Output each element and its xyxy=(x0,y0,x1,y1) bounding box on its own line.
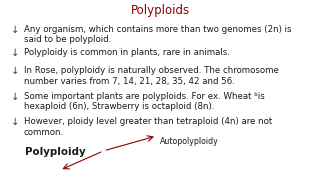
Text: ↓: ↓ xyxy=(11,92,20,102)
Text: Some important plants are polyploids. For ex. Wheat ᵇis
hexaploid (6n), Strawber: Some important plants are polyploids. Fo… xyxy=(24,92,264,111)
Text: Polyploidy is common in plants, rare in animals.: Polyploidy is common in plants, rare in … xyxy=(24,48,229,57)
Text: Polyploidy: Polyploidy xyxy=(25,147,86,157)
Text: Autopolyploidy: Autopolyploidy xyxy=(160,137,219,146)
Text: ↓: ↓ xyxy=(11,25,20,35)
Text: ↓: ↓ xyxy=(11,117,20,127)
Text: In Rose, polyploidy is naturally observed. The chromosome
number varies from 7, : In Rose, polyploidy is naturally observe… xyxy=(24,66,278,86)
Text: ↓: ↓ xyxy=(11,66,20,76)
Text: However, ploidy level greater than tetraploid (4n) are not
common.: However, ploidy level greater than tetra… xyxy=(24,117,272,137)
Text: Any organism, which contains more than two genomes (2n) is
said to be polyploid.: Any organism, which contains more than t… xyxy=(24,25,291,44)
Text: ↓: ↓ xyxy=(11,48,20,58)
Text: Polyploids: Polyploids xyxy=(131,4,189,17)
